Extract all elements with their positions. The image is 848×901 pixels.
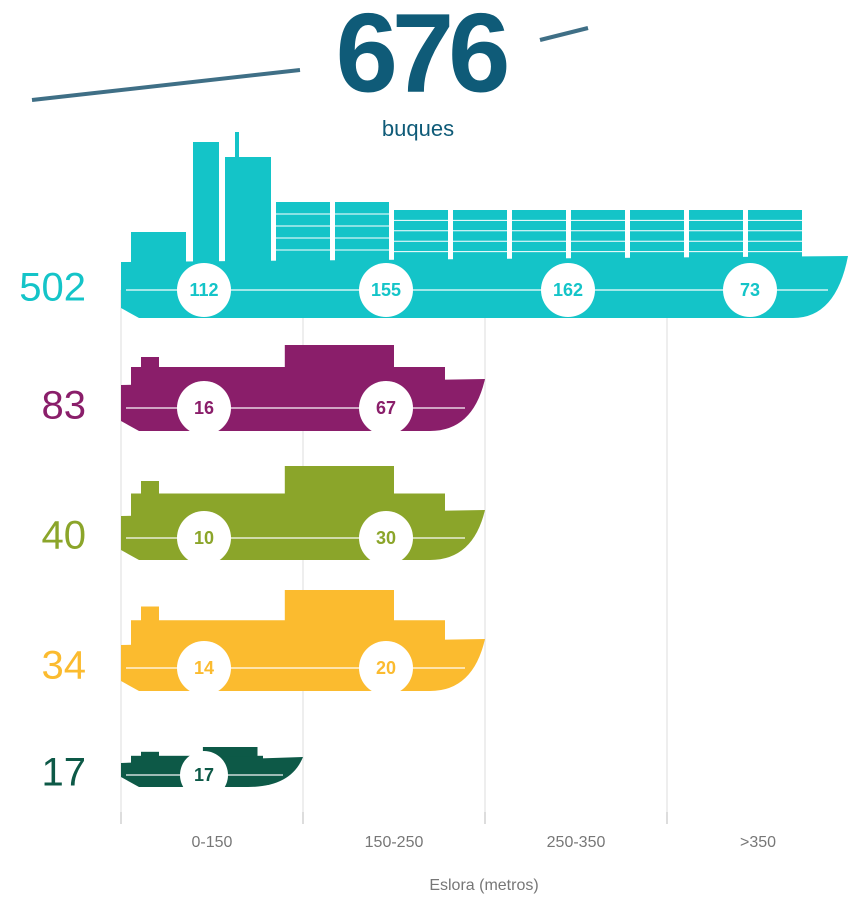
value-label: 17 — [194, 765, 214, 785]
ship-cabin — [284, 590, 394, 623]
ship-container — [512, 210, 566, 262]
ship-container — [748, 210, 802, 262]
value-circle — [180, 751, 228, 799]
ship-cabin — [141, 751, 159, 757]
ship-container — [335, 202, 389, 262]
ship-cabin — [284, 466, 394, 496]
x-tick-label: 150-250 — [365, 834, 424, 851]
ship-row: 34 14 20 — [42, 590, 485, 695]
ship-bridge — [225, 157, 271, 262]
row-total: 34 — [42, 644, 87, 688]
value-label: 67 — [376, 398, 396, 418]
row-total: 17 — [42, 751, 87, 795]
value-circle — [177, 381, 231, 435]
ship-hull — [121, 379, 485, 431]
row-total: 502 — [19, 266, 86, 310]
decor-line — [31, 68, 301, 102]
ship-funnel — [193, 142, 219, 262]
ship-deck — [131, 367, 445, 385]
ship-container — [571, 210, 625, 262]
ship-deck — [131, 493, 445, 516]
value-label: 10 — [194, 528, 214, 548]
ship-row: 40 10 30 — [42, 466, 485, 565]
value-circle — [359, 641, 413, 695]
ship-hull — [121, 639, 485, 691]
decor-line — [539, 26, 589, 42]
ship-hull — [121, 256, 848, 318]
value-circle — [177, 511, 231, 565]
ship-row: 17 17 — [42, 747, 303, 799]
ship-container — [276, 202, 330, 262]
chart-title: 676 — [336, 0, 508, 116]
ship-hull — [121, 510, 485, 560]
value-circle — [541, 263, 595, 317]
x-tick-label: 0-150 — [192, 834, 233, 851]
ship-container — [453, 210, 507, 262]
row-total: 83 — [42, 384, 87, 428]
ship-container — [689, 210, 743, 262]
value-circle — [359, 263, 413, 317]
value-circle — [177, 641, 231, 695]
value-label: 16 — [194, 398, 214, 418]
chart-subtitle: buques — [382, 116, 454, 141]
value-circle — [723, 263, 777, 317]
value-circle — [359, 381, 413, 435]
value-circle — [359, 511, 413, 565]
value-label: 30 — [376, 528, 396, 548]
ship-cabin — [141, 606, 159, 623]
value-circle — [177, 263, 231, 317]
ship-mast — [235, 132, 239, 162]
row-total: 40 — [42, 514, 87, 558]
ship-cabin — [202, 747, 258, 757]
value-label: 14 — [194, 658, 214, 678]
x-axis-label: Eslora (metros) — [429, 877, 538, 894]
ship-cabin — [131, 232, 186, 262]
ship-row: 502 112 155 162 73 — [19, 132, 848, 318]
value-label: 73 — [740, 280, 760, 300]
ship-container — [630, 210, 684, 262]
value-label: 155 — [371, 280, 401, 300]
value-label: 112 — [189, 280, 218, 300]
x-tick-label: >350 — [740, 834, 776, 851]
ship-cabin — [141, 357, 159, 369]
ship-cabin — [284, 345, 394, 369]
ship-container — [394, 210, 448, 262]
value-label: 20 — [376, 658, 396, 678]
value-label: 162 — [553, 280, 583, 300]
x-tick-label: 250-350 — [547, 834, 606, 851]
ship-cabin — [141, 481, 159, 496]
ship-row: 83 16 67 — [42, 345, 485, 435]
ship-deck — [131, 620, 445, 645]
